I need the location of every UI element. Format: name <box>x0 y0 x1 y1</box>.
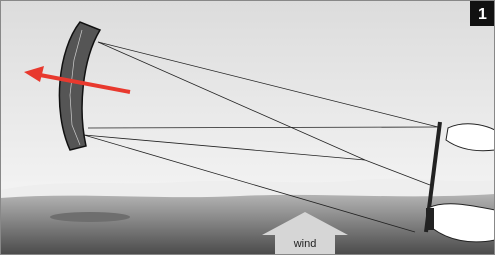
badge-number: 1 <box>478 6 487 23</box>
ground <box>0 194 495 255</box>
wrist-leash <box>426 208 434 230</box>
wind-label: wind <box>293 238 317 250</box>
illustration: wind 1 <box>0 0 495 255</box>
kite-shadow <box>50 212 130 222</box>
